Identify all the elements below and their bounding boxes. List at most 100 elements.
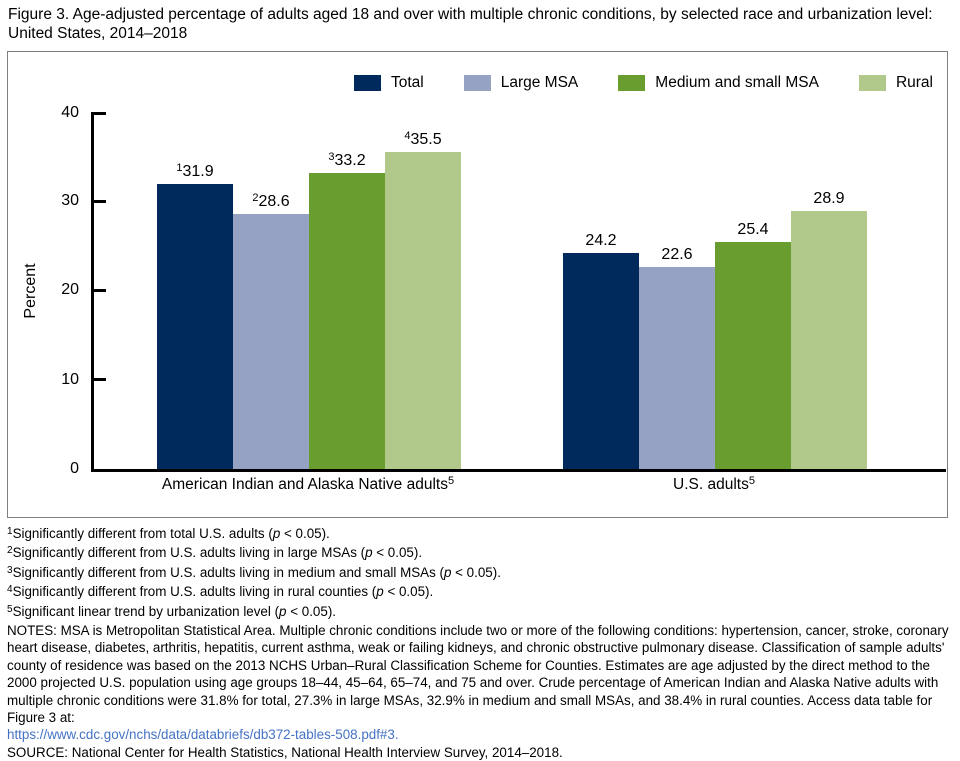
legend-item-rural: Rural (858, 74, 933, 92)
legend-label-large-msa: Large MSA (500, 74, 579, 91)
legend-label-medium-small-msa: Medium and small MSA (655, 74, 819, 91)
bar-value-label: 333.2 (328, 150, 366, 170)
notes-text: NOTES: MSA is Metropolitan Statistical A… (7, 623, 949, 726)
category-text: American Indian and Alaska Native adults (161, 476, 448, 493)
bar-value-label: 28.9 (813, 190, 844, 208)
bar-large-msa-aian (233, 213, 309, 469)
legend-item-large-msa: Large MSA (463, 74, 579, 92)
footnotes-and-notes: 1Significantly different from total U.S.… (7, 525, 955, 761)
x-category-label-aian: American Indian and Alaska Native adults… (157, 475, 459, 494)
value-number: 33.2 (334, 151, 366, 169)
y-axis-title: Percent (22, 263, 39, 319)
category-footnote-sup: 5 (447, 475, 455, 487)
medium-small-msa-color-swatch-icon (618, 75, 646, 91)
value-number: 31.9 (182, 163, 214, 181)
footnote-text: Significantly different from U.S. adults… (12, 545, 366, 561)
footnote-p-italic: p (279, 603, 287, 619)
value-footnote-sup: 1 (176, 162, 183, 175)
bar-value-label: 25.4 (737, 221, 768, 239)
y-tick-mark-40 (94, 112, 106, 115)
footnote-sup: 2 (7, 545, 13, 557)
bar-group-aian: 131.9 228.6 333.2 435.5 (157, 112, 461, 469)
bar-large-msa-us (639, 267, 715, 469)
y-tick-mark-20 (94, 289, 106, 292)
bar-total-us (563, 253, 639, 469)
figure-title: Figure 3. Age-adjusted percentage of adu… (8, 6, 933, 42)
footnote-sup: 3 (7, 564, 13, 576)
footnote-text: Significantly different from U.S. adults… (12, 564, 444, 580)
footnote-p-italic: p (376, 584, 384, 600)
legend-item-total: Total (353, 74, 424, 92)
footnote-text: < 0.05). (451, 564, 501, 580)
bar-column: 228.6 (233, 112, 309, 469)
rural-color-swatch-icon (858, 75, 886, 91)
bar-value-label: 24.2 (585, 232, 616, 250)
source-text: SOURCE: National Center for Health Stati… (7, 744, 563, 760)
data-table-link[interactable]: https://www.cdc.gov/nchs/data/databriefs… (7, 727, 399, 743)
chart-legend: Total Large MSA Medium and small MSA Rur… (353, 74, 933, 92)
y-tick-mark-10 (94, 378, 106, 381)
value-footnote-sup: 3 (328, 150, 335, 163)
y-tick-label-20: 20 (61, 281, 79, 298)
bar-value-label: 435.5 (404, 130, 442, 149)
footnote-text: < 0.05). (383, 584, 434, 600)
footnote-text: < 0.05). (280, 526, 330, 541)
category-footnote-sup: 5 (748, 475, 755, 487)
bar-medium-small-msa-aian (309, 172, 385, 469)
footnote-3: 3Significantly different from U.S. adult… (7, 564, 955, 583)
footnote-2: 2Significantly different from U.S. adult… (7, 544, 955, 563)
bar-rural-aian (385, 152, 461, 469)
value-footnote-sup: 2 (252, 191, 259, 204)
footnote-sup: 4 (7, 584, 13, 596)
bar-column: 28.9 (791, 112, 867, 469)
bar-column: 435.5 (385, 112, 461, 469)
bar-total-aian (157, 184, 233, 469)
footnote-sup: 5 (7, 603, 13, 615)
footnote-sup: 1 (7, 526, 13, 537)
footnote-p-italic: p (443, 564, 452, 580)
bar-value-label: 228.6 (252, 191, 290, 211)
footnote-text: < 0.05). (372, 545, 423, 561)
footnote-text: Significantly different from total U.S. … (12, 526, 273, 541)
bar-column: 24.2 (563, 112, 639, 469)
legend-label-total: Total (390, 74, 424, 91)
y-tick-mark-30 (94, 200, 106, 203)
value-number: 25.4 (737, 221, 769, 239)
value-number: 22.6 (661, 246, 693, 264)
footnote-text: Significantly different from U.S. adults… (12, 584, 377, 600)
footnote-p-italic: p (272, 526, 281, 541)
large-msa-color-swatch-icon (463, 75, 491, 91)
value-number: 35.5 (410, 131, 442, 149)
bar-value-label: 131.9 (176, 162, 214, 181)
total-color-swatch-icon (353, 75, 381, 91)
footnote-4: 4Significantly different from U.S. adult… (7, 583, 955, 602)
value-number: 28.9 (813, 190, 845, 208)
value-footnote-sup: 4 (404, 130, 411, 143)
footnote-p-italic: p (365, 545, 373, 561)
bar-column: 131.9 (157, 112, 233, 469)
bar-column: 22.6 (639, 112, 715, 469)
y-tick-label-10: 10 (61, 371, 79, 388)
y-tick-label-0: 0 (70, 460, 79, 477)
footnote-5: 5Significant linear trend by urbanizatio… (7, 603, 955, 622)
footnote-text: < 0.05). (286, 603, 337, 619)
footnote-1: 1Significantly different from total U.S.… (7, 525, 955, 544)
value-number: 24.2 (585, 232, 617, 250)
legend-label-rural: Rural (895, 74, 933, 91)
y-tick-label-40: 40 (61, 104, 79, 121)
bar-group-us: 24.2 22.6 25.4 28.9 (563, 112, 867, 469)
bar-column: 25.4 (715, 112, 791, 469)
plot-area: 40 30 20 10 0 131.9 228.6 333.2 435.5 (61, 104, 946, 493)
legend-item-medium-small-msa: Medium and small MSA (618, 74, 819, 92)
bar-value-label: 22.6 (661, 246, 692, 264)
value-number: 28.6 (258, 192, 290, 210)
x-category-label-us: U.S. adults5 (563, 475, 865, 494)
category-text: U.S. adults (673, 476, 749, 493)
footnote-text: Significant linear trend by urbanization… (12, 603, 280, 619)
bar-rural-us (791, 211, 867, 469)
bar-column: 333.2 (309, 112, 385, 469)
link-line: https://www.cdc.gov/nchs/data/databriefs… (7, 726, 955, 743)
chart-area: Total Large MSA Medium and small MSA Rur… (7, 51, 948, 518)
y-tick-label-30: 30 (61, 192, 79, 209)
bar-medium-small-msa-us (715, 242, 791, 469)
